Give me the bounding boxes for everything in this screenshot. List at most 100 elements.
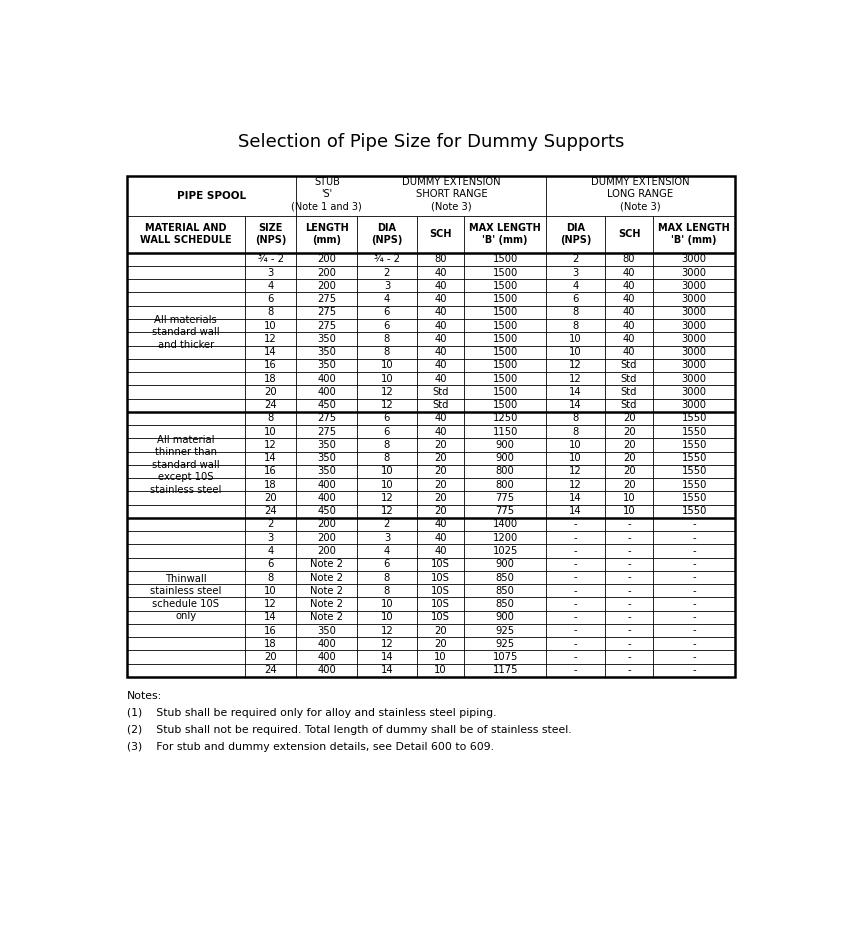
Text: 10S: 10S (431, 586, 450, 596)
Text: 275: 275 (317, 308, 336, 317)
Text: 1500: 1500 (493, 347, 518, 357)
Text: 8: 8 (573, 308, 579, 317)
Text: 8: 8 (383, 586, 390, 596)
Text: 1500: 1500 (493, 386, 518, 397)
Text: 20: 20 (264, 652, 277, 662)
Text: Note 2: Note 2 (310, 559, 343, 569)
Text: 40: 40 (623, 334, 635, 344)
Text: 200: 200 (317, 533, 336, 543)
Text: 275: 275 (317, 414, 336, 423)
Text: 3: 3 (383, 280, 390, 291)
Text: 16: 16 (264, 360, 277, 371)
Text: -: - (574, 652, 577, 662)
Text: 4: 4 (267, 546, 273, 556)
Text: 900: 900 (495, 453, 515, 463)
Text: 40: 40 (623, 267, 635, 278)
Text: -: - (574, 639, 577, 649)
Text: 800: 800 (496, 479, 515, 490)
Text: -: - (574, 559, 577, 569)
Text: 6: 6 (267, 295, 273, 304)
Text: 20: 20 (434, 479, 447, 490)
Text: -: - (692, 626, 696, 636)
Text: 4: 4 (383, 546, 390, 556)
Text: 775: 775 (495, 507, 515, 516)
Text: 1500: 1500 (493, 267, 518, 278)
Text: 12: 12 (569, 360, 582, 371)
Text: -: - (574, 613, 577, 622)
Text: -: - (692, 599, 696, 609)
Text: -: - (574, 572, 577, 582)
Text: -: - (574, 599, 577, 609)
Text: 10: 10 (569, 440, 582, 450)
Text: 3000: 3000 (682, 373, 706, 384)
Text: 1500: 1500 (493, 334, 518, 344)
Text: 40: 40 (434, 321, 447, 330)
Text: 10: 10 (569, 453, 582, 463)
Text: 10S: 10S (431, 613, 450, 622)
Text: 18: 18 (264, 479, 277, 490)
Text: -: - (692, 665, 696, 675)
Text: 400: 400 (317, 373, 336, 384)
Text: 3000: 3000 (682, 267, 706, 278)
Text: 12: 12 (569, 466, 582, 477)
Text: 4: 4 (383, 295, 390, 304)
Text: 10: 10 (381, 479, 394, 490)
Text: 1175: 1175 (493, 665, 518, 675)
Text: 20: 20 (623, 414, 636, 423)
Text: 20: 20 (623, 427, 636, 437)
Text: 350: 350 (317, 360, 336, 371)
Text: 10: 10 (623, 493, 636, 503)
Text: 1550: 1550 (681, 414, 706, 423)
Text: -: - (627, 626, 631, 636)
Text: 40: 40 (434, 373, 447, 384)
Text: 275: 275 (317, 321, 336, 330)
Text: -: - (627, 533, 631, 543)
Text: 275: 275 (317, 295, 336, 304)
Text: MAX LENGTH
'B' (mm): MAX LENGTH 'B' (mm) (659, 223, 730, 246)
Text: 40: 40 (434, 414, 447, 423)
Text: -: - (692, 652, 696, 662)
Text: 40: 40 (434, 280, 447, 291)
Text: 800: 800 (496, 466, 515, 477)
Text: (1)    Stub shall be required only for alloy and stainless steel piping.: (1) Stub shall be required only for allo… (127, 708, 496, 718)
Text: STUB
'S'
(Note 1 and 3): STUB 'S' (Note 1 and 3) (292, 176, 362, 212)
Text: 24: 24 (264, 401, 277, 410)
Text: 40: 40 (434, 546, 447, 556)
Text: 40: 40 (623, 295, 635, 304)
Text: 1500: 1500 (493, 321, 518, 330)
Text: 2: 2 (573, 254, 579, 265)
Text: 3000: 3000 (682, 321, 706, 330)
Text: 10: 10 (381, 373, 394, 384)
Text: 24: 24 (264, 665, 277, 675)
Text: 14: 14 (569, 507, 582, 516)
Text: 400: 400 (317, 386, 336, 397)
Text: Std: Std (432, 386, 449, 397)
Text: 850: 850 (495, 572, 515, 582)
Text: 3000: 3000 (682, 295, 706, 304)
Text: 12: 12 (380, 507, 394, 516)
Text: ¾ - 2: ¾ - 2 (257, 254, 283, 265)
Text: 10: 10 (381, 360, 394, 371)
Text: 14: 14 (264, 613, 277, 622)
Text: 1500: 1500 (493, 280, 518, 291)
Text: 20: 20 (623, 479, 636, 490)
Text: 1550: 1550 (681, 507, 706, 516)
Text: 20: 20 (264, 493, 277, 503)
Text: -: - (574, 626, 577, 636)
Text: 14: 14 (264, 453, 277, 463)
Text: 1550: 1550 (681, 440, 706, 450)
Text: 900: 900 (495, 440, 515, 450)
Text: DIA
(NPS): DIA (NPS) (371, 223, 403, 246)
Text: 850: 850 (495, 599, 515, 609)
Text: 3: 3 (383, 533, 390, 543)
Text: Thinwall
stainless steel
schedule 10S
only: Thinwall stainless steel schedule 10S on… (150, 574, 221, 621)
Text: Note 2: Note 2 (310, 586, 343, 596)
Text: 8: 8 (267, 308, 273, 317)
Text: 350: 350 (317, 440, 336, 450)
Text: 20: 20 (623, 440, 636, 450)
Text: 3000: 3000 (682, 308, 706, 317)
Text: 400: 400 (317, 665, 336, 675)
Text: PIPE SPOOL: PIPE SPOOL (177, 190, 246, 201)
Text: Std: Std (432, 401, 449, 410)
Text: 8: 8 (383, 334, 390, 344)
